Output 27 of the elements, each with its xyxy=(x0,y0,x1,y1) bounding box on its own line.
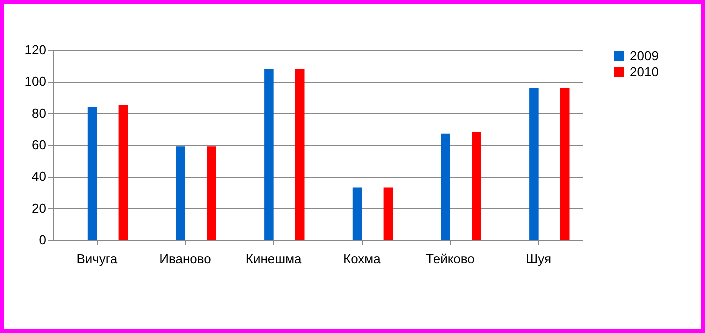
bar xyxy=(264,69,274,240)
bar xyxy=(472,132,482,240)
x-tick-label: Кохма xyxy=(344,252,382,266)
y-tick-label: 60 xyxy=(32,138,46,152)
bar xyxy=(88,107,98,240)
bar xyxy=(176,146,186,240)
x-tick-label: Шуя xyxy=(526,252,552,266)
y-tick-label: 40 xyxy=(32,169,46,184)
bar xyxy=(207,146,216,240)
bar xyxy=(441,134,450,240)
y-tick-label: 80 xyxy=(32,106,46,121)
legend-label: 2009 xyxy=(630,48,659,64)
x-tick-label: Кинешма xyxy=(246,252,303,266)
legend-label: 2010 xyxy=(630,64,659,80)
y-tick-label: 120 xyxy=(24,42,46,58)
bar xyxy=(560,88,570,240)
y-tick-label: 100 xyxy=(24,74,46,90)
y-tick-label: 0 xyxy=(39,232,46,248)
x-tick-label: Вичуга xyxy=(76,252,118,266)
bar xyxy=(530,88,539,240)
bar xyxy=(352,188,362,240)
y-tick-label: 20 xyxy=(32,200,46,216)
bar xyxy=(295,69,305,240)
x-tick-label: Тейково xyxy=(426,252,475,266)
x-tick-label: Иваново xyxy=(160,252,212,266)
bar xyxy=(384,188,394,240)
bar xyxy=(118,105,128,240)
